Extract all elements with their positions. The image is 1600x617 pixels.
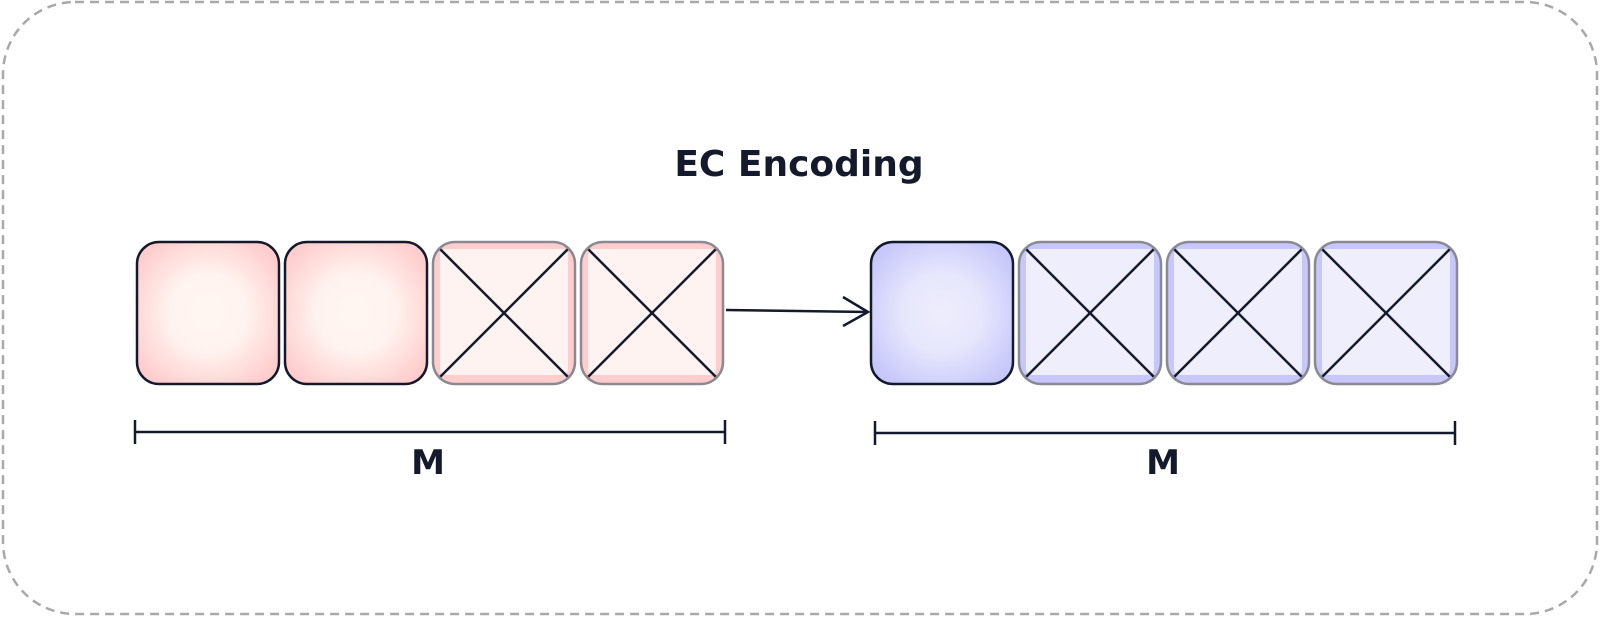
right-empty-block	[1017, 240, 1163, 386]
right-span-marker	[873, 421, 1457, 445]
left-span-marker	[133, 420, 727, 444]
right-empty-block	[1313, 240, 1459, 386]
left-empty-block	[431, 240, 577, 386]
right-data-block	[869, 240, 1015, 386]
arrow-right-icon	[725, 295, 871, 328]
right-block-group	[869, 240, 1459, 386]
cross-mark-icon	[586, 247, 718, 379]
right-span-label: M	[1146, 443, 1180, 483]
left-block-group	[135, 240, 725, 386]
left-span-label: M	[411, 443, 445, 483]
left-data-block	[135, 240, 281, 386]
cross-mark-icon	[1172, 247, 1304, 379]
left-data-block	[283, 240, 429, 386]
cross-mark-icon	[1024, 247, 1156, 379]
left-empty-block	[579, 240, 725, 386]
diagram-title: EC Encoding	[674, 144, 923, 185]
cross-mark-icon	[1320, 247, 1452, 379]
right-empty-block	[1165, 240, 1311, 386]
cross-mark-icon	[438, 247, 570, 379]
